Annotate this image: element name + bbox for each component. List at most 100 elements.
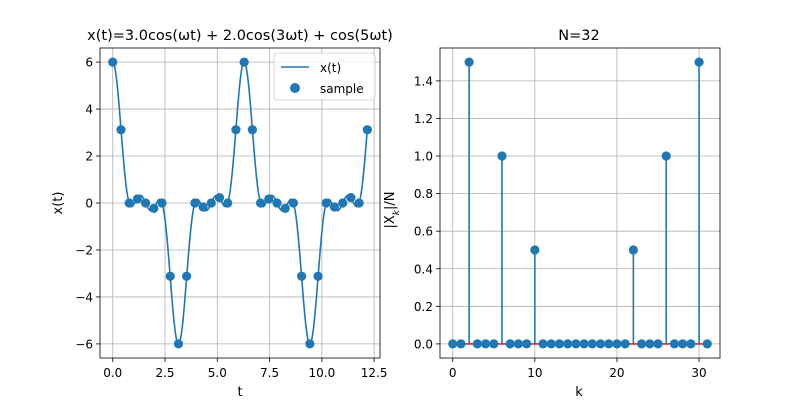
sample-point — [280, 203, 290, 214]
spectrum-plot-ticks: 0 10 20 30 0.0 0.2 0.4 0.6 0.8 1.0 1.2 1.4 — [414, 74, 707, 380]
stem-marker — [538, 339, 548, 349]
stem-marker — [645, 339, 655, 349]
sample-point — [223, 198, 233, 208]
time-plot-xtick-label: 12.5 — [361, 366, 388, 380]
sample-point — [288, 198, 299, 208]
sample-point — [108, 57, 118, 67]
stem-marker — [472, 339, 482, 349]
time-plot-ticks: 0.0 2.5 5.0 7.5 10.0 12.5 −6 −4 −2 0 2 4 6 — [75, 56, 387, 380]
legend-marker-swatch — [290, 83, 300, 93]
time-plot-xlabel: t — [237, 385, 242, 400]
spectrum-plot-ytick-label: 1.4 — [414, 74, 433, 88]
stem-marker — [620, 339, 630, 349]
sample-point — [124, 198, 134, 208]
legend: x(t) sample — [273, 52, 376, 101]
time-plot-xtick-label: 0.0 — [103, 366, 122, 380]
sample-point — [157, 198, 167, 208]
sample-point — [354, 198, 364, 208]
sample-point — [165, 271, 175, 281]
spectrum-plot-ytick-label: 0.8 — [414, 187, 433, 201]
time-plot-ylabel: x(t) — [51, 192, 66, 215]
spectrum-plot-ytick-label: 1.0 — [414, 150, 433, 164]
stem-marker — [604, 339, 614, 349]
time-plot-xtick-label: 2.5 — [155, 366, 174, 380]
spectrum-plot-title: N=32 — [558, 28, 599, 44]
spectrum-plot-xtick-label: 10 — [527, 366, 542, 380]
time-plot-ytick-label: 4 — [85, 103, 93, 117]
sample-point — [239, 57, 249, 67]
time-plot-title: x(t)=3.0cos(ωt) + 2.0cos(3ωt) + cos(5ωt) — [87, 28, 393, 44]
spectrum-plot: N=32 0 10 20 30 0.0 0.2 0.4 0.6 0.8 1.0 1.2 1.4 k |… — [383, 28, 721, 400]
stem-marker — [636, 339, 647, 349]
sample-point — [362, 125, 372, 135]
time-plot-frame — [99, 47, 381, 359]
stem-marker — [522, 339, 532, 349]
spectrum-plot-xtick-label: 0 — [449, 366, 457, 380]
spectrum-plot-series — [448, 57, 712, 349]
time-plot-ytick-label: 2 — [85, 150, 93, 164]
sample-point — [116, 125, 126, 135]
stem-marker — [579, 339, 589, 349]
sample-point — [173, 339, 184, 349]
spectrum-plot-ytick-label: 1.2 — [414, 112, 433, 126]
spectrum-plot-ytick-label: 0.4 — [414, 262, 433, 276]
sample-point — [313, 271, 323, 281]
time-domain-plot: x(t)=3.0cos(ωt) + 2.0cos(3ωt) + cos(5ωt)… — [51, 28, 393, 400]
spectrum-plot-ytick-label: 0.6 — [414, 225, 433, 239]
spectrum-plot-frame — [439, 47, 721, 359]
sample-point — [190, 198, 200, 208]
sample-point — [149, 203, 159, 214]
legend-label-xt: x(t) — [320, 61, 341, 75]
sample-point — [272, 198, 282, 208]
stem-marker — [661, 151, 671, 161]
sample-point — [198, 202, 208, 212]
sample-point — [214, 192, 225, 203]
legend-label-sample: sample — [320, 82, 364, 96]
stem-marker — [530, 245, 540, 255]
stem-marker — [653, 339, 663, 349]
stem-marker — [497, 151, 507, 161]
stem-marker — [595, 339, 606, 349]
time-plot-ytick-label: −6 — [75, 337, 93, 351]
stem-marker — [456, 339, 466, 349]
stem-marker — [628, 245, 638, 255]
sample-point — [247, 125, 257, 135]
sample-point — [321, 198, 331, 208]
sample-point — [132, 194, 142, 204]
spectrum-plot-xlabel: k — [575, 385, 583, 400]
sample-point — [346, 192, 356, 203]
spectrum-plot-ylabel: |Xk|/N — [383, 192, 402, 229]
sample-point — [182, 271, 192, 281]
time-plot-series — [108, 57, 372, 349]
stem-marker — [686, 339, 696, 349]
stem-marker — [464, 57, 474, 67]
time-plot-ytick-label: 0 — [85, 197, 93, 211]
stem-marker — [571, 339, 581, 349]
stem-marker — [489, 339, 499, 349]
stem-marker — [678, 339, 688, 349]
stem-marker — [448, 339, 458, 349]
spectrum-plot-xtick-label: 20 — [609, 366, 624, 380]
stem-marker — [513, 339, 524, 349]
sample-point — [329, 202, 340, 212]
time-plot-xtick-label: 5.0 — [208, 366, 227, 380]
stem-marker — [563, 339, 573, 349]
spectrum-plot-ytick-label: 0.2 — [414, 300, 433, 314]
stem-marker — [694, 57, 704, 67]
spectrum-plot-ytick-label: 0.0 — [414, 337, 433, 351]
stem-marker — [546, 339, 556, 349]
time-plot-xtick-label: 10.0 — [309, 366, 336, 380]
stem-marker — [587, 339, 597, 349]
time-plot-ytick-label: 6 — [85, 56, 93, 70]
stem-marker — [554, 339, 565, 349]
sample-point — [305, 339, 315, 349]
sample-point — [255, 198, 266, 208]
stem-marker — [505, 339, 515, 349]
spectrum-plot-xtick-label: 30 — [691, 366, 706, 380]
stem-marker — [702, 339, 712, 349]
stem-marker — [612, 339, 622, 349]
sample-point — [264, 194, 274, 204]
time-plot-ytick-label: −4 — [75, 290, 93, 304]
